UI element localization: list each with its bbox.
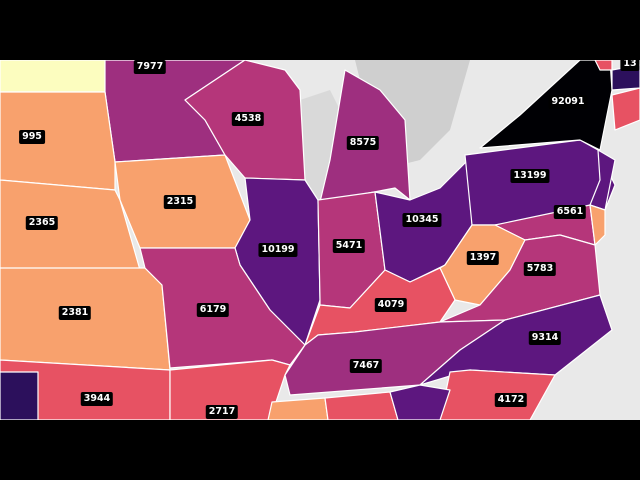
label-sd: 995 xyxy=(19,130,45,144)
map-svg xyxy=(0,60,640,420)
label-va: 5783 xyxy=(523,262,557,276)
state-ar xyxy=(169,359,291,420)
label-ne: 2365 xyxy=(25,216,59,230)
state-ny xyxy=(479,60,613,151)
label-sc: 4172 xyxy=(494,393,528,407)
label-mo: 6179 xyxy=(196,303,230,317)
label-ny: 92091 xyxy=(548,95,588,109)
state-al xyxy=(324,391,399,420)
label-ar: 2717 xyxy=(205,405,239,419)
state-ne xyxy=(0,179,141,271)
label-vt: 13 xyxy=(620,60,640,71)
state-ms xyxy=(267,397,329,420)
label-nj: 6561 xyxy=(553,205,587,219)
state-co xyxy=(0,371,39,420)
label-ia: 2315 xyxy=(163,195,197,209)
label-mi: 8575 xyxy=(346,136,380,150)
state-ok xyxy=(0,359,171,420)
state-sd xyxy=(0,91,116,191)
label-ky: 4079 xyxy=(374,298,408,312)
state-nd xyxy=(0,60,106,93)
label-il: 10199 xyxy=(258,243,298,257)
label-ks: 2381 xyxy=(58,306,92,320)
label-wi: 4538 xyxy=(231,112,265,126)
label-pa: 13199 xyxy=(510,169,550,183)
state-ct xyxy=(611,87,640,131)
label-ok: 3944 xyxy=(80,392,114,406)
label-in: 5471 xyxy=(332,239,366,253)
state-de xyxy=(589,204,606,246)
label-tn: 7467 xyxy=(349,359,383,373)
choropleth-map: 7977 995 2365 2381 2315 4538 8575 10199 … xyxy=(0,60,640,420)
label-wv: 1397 xyxy=(466,251,500,265)
state-ga xyxy=(389,384,451,420)
label-nc: 9314 xyxy=(528,331,562,345)
label-mn: 7977 xyxy=(133,60,167,74)
label-oh: 10345 xyxy=(402,213,442,227)
